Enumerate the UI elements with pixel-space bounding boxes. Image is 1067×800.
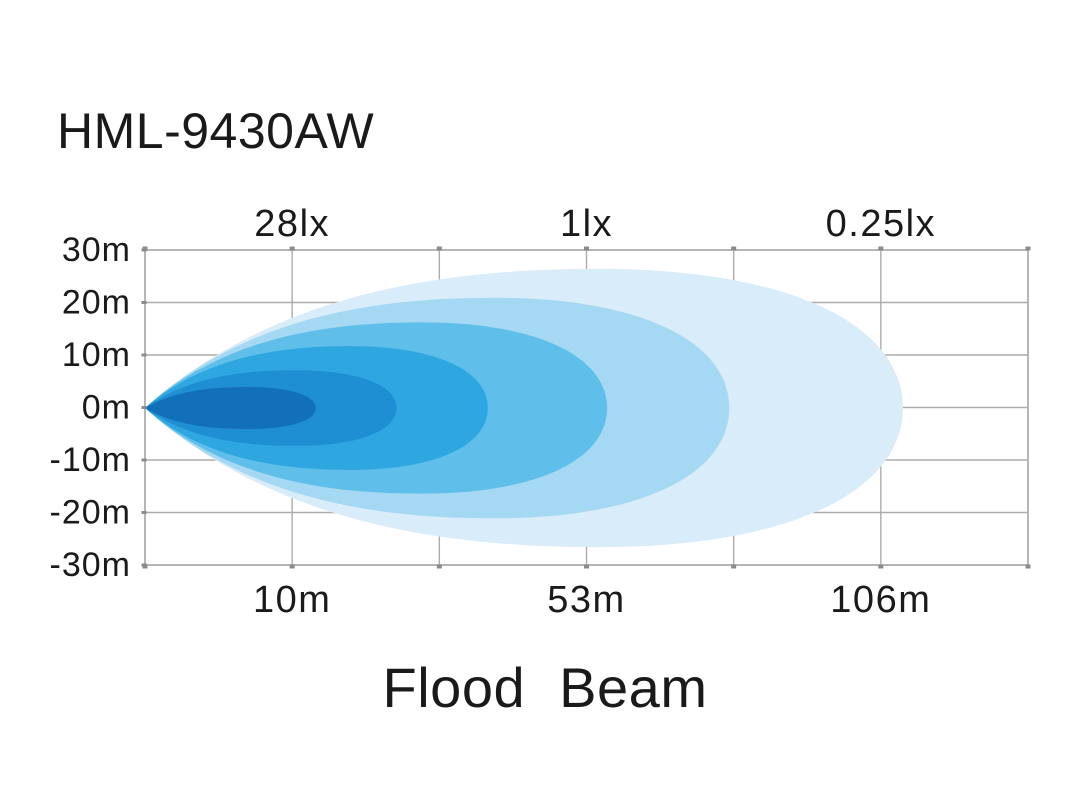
page-title: HML-9430AW bbox=[57, 103, 375, 159]
y-axis-tick-label: -10m bbox=[50, 441, 131, 479]
tick-mark bbox=[141, 248, 147, 252]
x-axis-top-label: 1lx bbox=[560, 203, 613, 245]
tick-mark bbox=[141, 563, 147, 567]
chart-caption: Flood Beam bbox=[382, 656, 708, 719]
y-axis-tick-label: -30m bbox=[50, 546, 131, 584]
tick-mark bbox=[731, 246, 737, 251]
tick-mark bbox=[1025, 246, 1031, 251]
tick-mark bbox=[731, 564, 737, 569]
tick-mark bbox=[878, 246, 884, 251]
tick-mark bbox=[141, 511, 147, 514]
y-axis-tick-label: 20m bbox=[62, 284, 131, 322]
x-axis-top-label: 28lx bbox=[254, 203, 330, 245]
beam-lobe bbox=[145, 387, 316, 429]
tick-mark bbox=[141, 353, 147, 357]
tick-mark bbox=[436, 564, 442, 569]
y-axis-tick-label: 10m bbox=[62, 336, 131, 374]
tick-mark bbox=[141, 301, 147, 304]
x-axis-bottom-label: 106m bbox=[830, 579, 931, 621]
x-axis-top-label: 0.25lx bbox=[826, 203, 936, 245]
tick-mark bbox=[584, 246, 589, 251]
tick-mark bbox=[141, 406, 147, 409]
tick-mark bbox=[289, 246, 295, 251]
y-axis-tick-label: -20m bbox=[50, 494, 131, 532]
tick-mark bbox=[1025, 564, 1031, 569]
tick-mark bbox=[584, 564, 589, 569]
tick-mark bbox=[436, 246, 442, 251]
tick-mark bbox=[141, 458, 147, 462]
x-axis-bottom-label: 53m bbox=[547, 579, 625, 621]
tick-mark bbox=[878, 564, 884, 569]
x-axis-bottom-label: 10m bbox=[253, 579, 331, 621]
tick-mark bbox=[289, 564, 295, 569]
y-axis-tick-label: 0m bbox=[82, 389, 131, 427]
y-axis-tick-label: 30m bbox=[62, 231, 131, 269]
